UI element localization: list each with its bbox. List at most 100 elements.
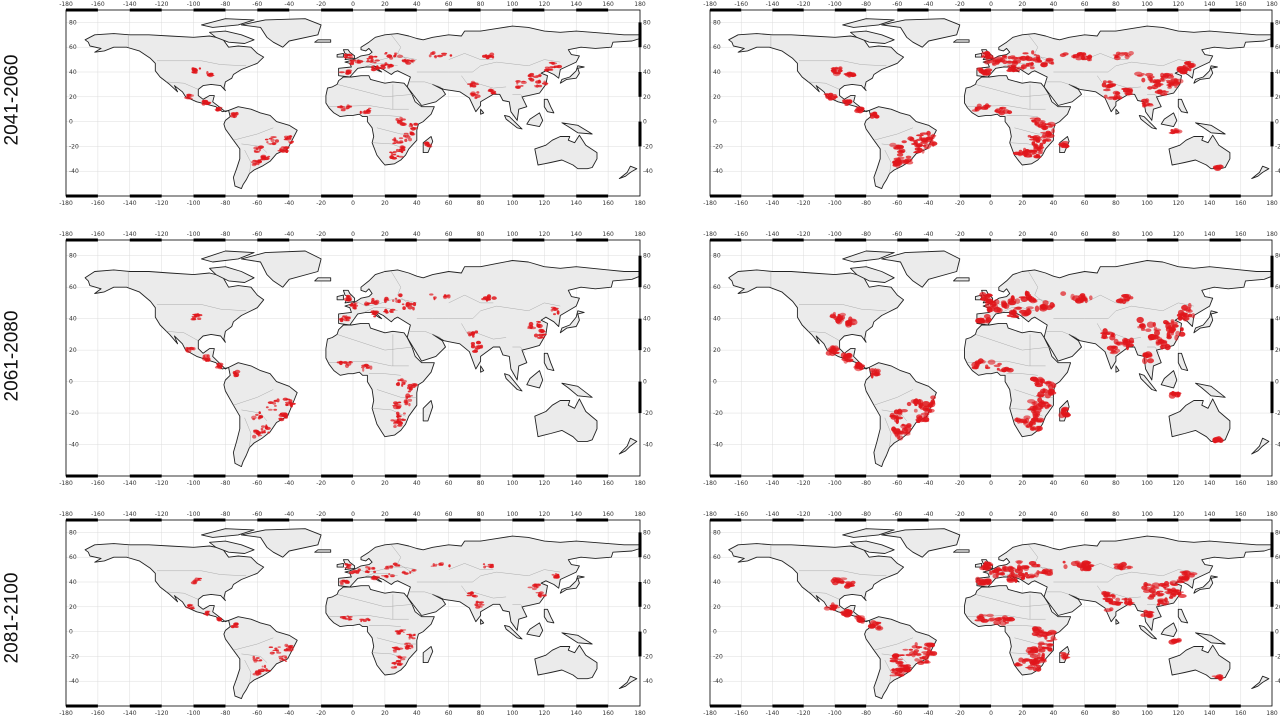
frame-segment-bottom bbox=[1147, 474, 1179, 478]
hotspot-patch bbox=[1109, 351, 1118, 355]
hotspot-patch bbox=[1029, 136, 1034, 139]
hotspot-patch bbox=[1044, 60, 1049, 65]
lon-tick-label: 0 bbox=[351, 480, 355, 487]
lon-tick-label: -160 bbox=[734, 1, 748, 8]
land-namerica bbox=[84, 543, 265, 623]
frame-segment-top bbox=[1209, 8, 1241, 12]
hotspot-patch bbox=[1070, 560, 1080, 567]
frame-segment-right bbox=[638, 631, 642, 657]
hotspot-patch bbox=[1070, 293, 1075, 301]
hotspot-patch bbox=[897, 658, 903, 661]
hotspot-patch bbox=[993, 620, 1001, 626]
hotspot-patch bbox=[290, 140, 294, 143]
hotspot-patch bbox=[924, 409, 930, 416]
lon-tick-label: -180 bbox=[59, 231, 73, 238]
land-iceland bbox=[314, 549, 332, 553]
country-border bbox=[799, 304, 887, 311]
lon-tick-label: -100 bbox=[187, 511, 201, 518]
land-nz bbox=[618, 675, 638, 690]
frame-segment-bottom bbox=[257, 194, 290, 198]
lon-tick-label: -60 bbox=[892, 200, 902, 207]
hotspot-patch bbox=[1021, 66, 1025, 71]
lon-tick-label: 180 bbox=[634, 1, 646, 8]
hotspot-patch bbox=[1180, 311, 1186, 316]
hotspot-patch bbox=[202, 354, 206, 359]
hotspot-patch bbox=[1124, 597, 1128, 602]
hotspot-patch bbox=[401, 379, 407, 383]
hotspot-patch bbox=[841, 357, 848, 361]
hotspot-patch bbox=[345, 72, 351, 75]
country-border bbox=[873, 389, 913, 406]
country-border bbox=[1045, 591, 1077, 598]
lon-tick-label: 0 bbox=[351, 1, 355, 8]
hotspot-patch bbox=[991, 62, 997, 67]
land-baffin bbox=[209, 266, 255, 283]
lon-tick-label: 60 bbox=[445, 231, 453, 238]
hotspot-patch bbox=[217, 362, 224, 366]
frame-segment-bottom bbox=[1209, 474, 1241, 478]
hotspot-patch bbox=[405, 303, 409, 308]
hotspot-patch bbox=[405, 393, 411, 398]
hotspot-patch bbox=[912, 139, 917, 143]
lon-tick-label: 100 bbox=[507, 511, 519, 518]
hotspot-patch bbox=[407, 305, 413, 310]
frame-segment-top bbox=[66, 518, 98, 522]
hotspot-patch bbox=[1001, 369, 1007, 373]
hotspot-patch bbox=[922, 660, 931, 664]
hotspot-patch bbox=[410, 132, 416, 136]
frame-segment-top bbox=[193, 518, 226, 522]
lat-tick-label: 0 bbox=[643, 379, 647, 386]
hotspot-patch bbox=[366, 302, 370, 305]
lon-tick-label: 80 bbox=[1112, 480, 1120, 487]
hotspot-patch bbox=[261, 665, 264, 668]
hotspot-patch bbox=[911, 645, 918, 649]
hotspot-patch bbox=[915, 143, 923, 148]
hotspot-patch bbox=[1170, 583, 1179, 586]
hotspot-patch bbox=[896, 153, 904, 157]
hotspot-patch bbox=[1014, 306, 1023, 310]
hotspot-patch bbox=[1027, 650, 1032, 654]
hotspot-patch bbox=[402, 148, 406, 151]
hotspot-patch bbox=[1166, 83, 1175, 87]
frame-segment-top bbox=[448, 238, 481, 242]
hotspot-patch bbox=[1009, 566, 1013, 569]
lon-tick-label: 160 bbox=[602, 231, 614, 238]
hotspot-patch bbox=[977, 582, 986, 586]
hotspot-patch bbox=[1031, 119, 1035, 122]
lon-tick-label: 60 bbox=[1081, 200, 1089, 207]
hotspot-patch bbox=[338, 71, 345, 74]
lon-tick-label: -140 bbox=[123, 511, 137, 518]
hotspot-patch bbox=[1103, 608, 1112, 612]
hotspot-patch bbox=[1123, 337, 1128, 344]
hotspot-patch bbox=[359, 110, 362, 114]
hotspot-patch bbox=[1115, 597, 1121, 602]
lon-tick-label: 180 bbox=[634, 710, 646, 717]
hotspot-patch bbox=[388, 573, 391, 575]
country-border bbox=[233, 127, 274, 141]
frame-segment-right bbox=[1270, 381, 1274, 414]
lon-tick-label: 0 bbox=[351, 200, 355, 207]
country-border bbox=[873, 127, 913, 141]
lon-tick-label: -160 bbox=[734, 200, 748, 207]
land-newguinea bbox=[1195, 382, 1226, 398]
lon-tick-label: 140 bbox=[1204, 511, 1216, 518]
lat-tick-label: 0 bbox=[69, 379, 73, 386]
lon-tick-label: -120 bbox=[797, 480, 811, 487]
hotspot-patch bbox=[393, 425, 397, 428]
country-border bbox=[391, 544, 414, 574]
hotspot-patch bbox=[289, 403, 294, 408]
lon-tick-label: -160 bbox=[91, 710, 105, 717]
hotspot-patch bbox=[1033, 144, 1038, 148]
lat-tick-label: -40 bbox=[713, 168, 723, 175]
lat-tick-label: -20 bbox=[643, 410, 653, 417]
hotspot-patch bbox=[288, 399, 293, 404]
land-srilanka bbox=[480, 108, 485, 115]
hotspot-patch bbox=[1072, 54, 1076, 59]
hotspot-patch bbox=[835, 317, 842, 324]
hotspot-patch bbox=[369, 60, 374, 63]
hotspot-patch bbox=[347, 53, 351, 56]
lon-tick-label: -40 bbox=[284, 1, 294, 8]
hotspot-patch bbox=[991, 57, 996, 60]
hotspot-patch bbox=[370, 68, 378, 72]
lat-tick-label: 80 bbox=[713, 19, 721, 26]
